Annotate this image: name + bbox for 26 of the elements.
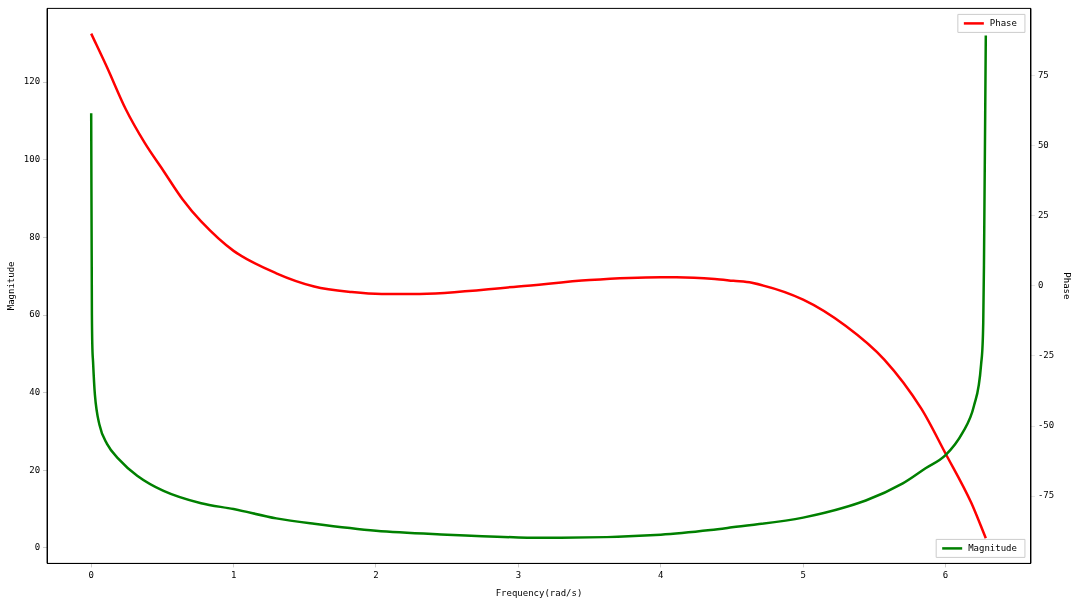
y-tick-label: 100 bbox=[23, 154, 41, 165]
y2-tick-label: -75 bbox=[1037, 490, 1055, 501]
y-tick-label: 60 bbox=[29, 309, 41, 320]
x-tick-label: 0 bbox=[88, 570, 94, 581]
y2-tick-label: 0 bbox=[1037, 280, 1044, 291]
y2-tick-label: 75 bbox=[1037, 70, 1049, 81]
y-tick-label: 0 bbox=[34, 542, 41, 553]
y2-tick-label: 50 bbox=[1037, 140, 1049, 151]
y2-tick-label: -25 bbox=[1037, 350, 1055, 361]
x-axis-title: Frequency(rad/s) bbox=[495, 587, 583, 598]
legend-label: Magnitude bbox=[968, 542, 1017, 553]
x-tick-label: 3 bbox=[515, 570, 522, 581]
x-tick-label: 1 bbox=[230, 570, 237, 581]
legend-label: Phase bbox=[989, 17, 1017, 28]
y-tick-label: 120 bbox=[23, 76, 41, 87]
x-tick-label: 5 bbox=[800, 570, 806, 581]
x-tick-label: 2 bbox=[373, 570, 379, 581]
y-axis-title: Magnitude bbox=[5, 261, 16, 311]
y2-axis-title: Phase bbox=[1062, 272, 1073, 300]
y2-tick-label: 25 bbox=[1037, 210, 1049, 221]
x-tick-label: 6 bbox=[942, 570, 949, 581]
y2-tick-label: -50 bbox=[1037, 420, 1055, 431]
y-tick-label: 80 bbox=[29, 231, 41, 242]
y-tick-label: 20 bbox=[29, 464, 41, 475]
y-tick-label: 40 bbox=[29, 386, 41, 397]
x-tick-label: 4 bbox=[658, 570, 664, 581]
